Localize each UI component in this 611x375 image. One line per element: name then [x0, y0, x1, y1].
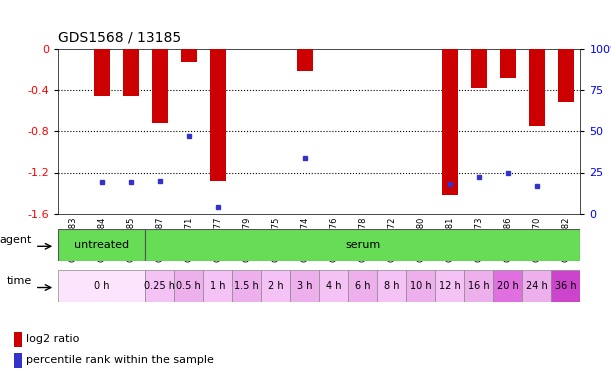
Text: 20 h: 20 h	[497, 281, 519, 291]
Text: 1 h: 1 h	[210, 281, 225, 291]
Text: 0.5 h: 0.5 h	[176, 281, 201, 291]
Bar	[348, 229, 377, 261]
Text: percentile rank within the sample: percentile rank within the sample	[26, 356, 214, 366]
Text: time: time	[7, 276, 32, 286]
Bar	[87, 229, 116, 261]
Bar	[529, 49, 545, 126]
Bar	[262, 229, 290, 261]
Bar	[348, 270, 377, 302]
Text: 0.25 h: 0.25 h	[144, 281, 175, 291]
Bar	[442, 49, 458, 195]
Bar	[58, 229, 87, 261]
Text: log2 ratio: log2 ratio	[26, 334, 79, 344]
Bar	[406, 270, 435, 302]
Text: 6 h: 6 h	[355, 281, 370, 291]
Bar	[377, 229, 406, 261]
Bar	[14, 353, 22, 368]
Bar	[406, 229, 435, 261]
Bar	[58, 229, 145, 261]
Bar	[551, 270, 580, 302]
Bar	[435, 229, 464, 261]
Bar	[320, 229, 348, 261]
Bar	[232, 229, 262, 261]
Bar	[464, 229, 493, 261]
Bar	[93, 49, 109, 96]
Bar	[145, 229, 174, 261]
Text: 3 h: 3 h	[297, 281, 312, 291]
Bar	[494, 229, 522, 261]
Bar	[14, 332, 22, 346]
Bar	[58, 270, 145, 302]
Bar	[377, 270, 406, 302]
Bar	[297, 49, 313, 71]
Bar	[262, 270, 290, 302]
Bar	[558, 49, 574, 102]
Bar	[174, 229, 203, 261]
Bar	[464, 270, 493, 302]
Bar	[174, 270, 203, 302]
Text: 4 h: 4 h	[326, 281, 342, 291]
Bar	[123, 49, 139, 96]
Bar	[522, 270, 552, 302]
Text: 36 h: 36 h	[555, 281, 577, 291]
Text: 8 h: 8 h	[384, 281, 400, 291]
Bar	[116, 229, 145, 261]
Text: untreated: untreated	[74, 240, 129, 250]
Text: 1.5 h: 1.5 h	[234, 281, 259, 291]
Text: 24 h: 24 h	[526, 281, 548, 291]
Text: 16 h: 16 h	[468, 281, 489, 291]
Bar	[290, 229, 319, 261]
Bar	[320, 270, 348, 302]
Bar	[494, 270, 522, 302]
Bar	[181, 49, 197, 62]
Text: GDS1568 / 13185: GDS1568 / 13185	[58, 31, 181, 45]
Bar	[210, 49, 225, 181]
Bar	[471, 49, 487, 88]
Bar	[145, 229, 580, 261]
Text: 12 h: 12 h	[439, 281, 461, 291]
Bar	[145, 270, 174, 302]
Text: 2 h: 2 h	[268, 281, 284, 291]
Text: 10 h: 10 h	[410, 281, 431, 291]
Text: serum: serum	[345, 240, 381, 250]
Bar	[203, 270, 232, 302]
Bar	[551, 229, 580, 261]
Text: 0 h: 0 h	[94, 281, 109, 291]
Bar	[435, 270, 464, 302]
Bar	[152, 49, 167, 123]
Text: agent: agent	[0, 235, 32, 245]
Bar	[203, 229, 232, 261]
Bar	[290, 270, 319, 302]
Bar	[500, 49, 516, 78]
Bar	[522, 229, 552, 261]
Bar	[232, 270, 262, 302]
